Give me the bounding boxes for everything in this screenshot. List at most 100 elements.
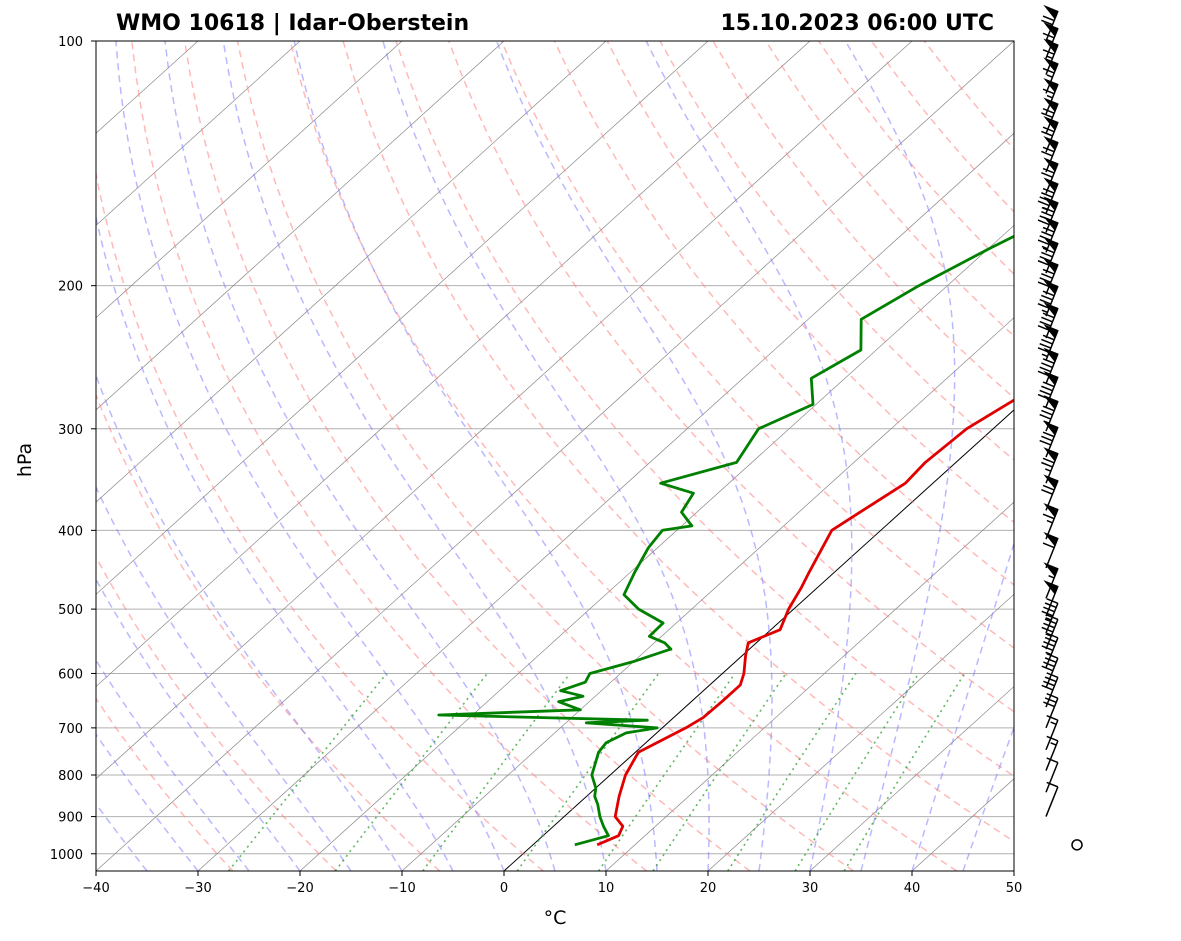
x-tick-label: 30 (802, 881, 819, 896)
mixing-ratio-line (227, 672, 388, 871)
barb-full (1046, 693, 1059, 699)
moist-adiabat (293, 41, 658, 871)
barb-shaft (1045, 740, 1059, 771)
barb-full (1042, 290, 1055, 297)
barb-full (1037, 239, 1050, 246)
dry-adiabat (712, 41, 1014, 399)
wind-barb (1045, 757, 1059, 793)
wind-barb (1042, 57, 1059, 94)
y-tick-label: 900 (58, 811, 83, 826)
wind-barb (1037, 280, 1059, 317)
barb-full (1041, 19, 1053, 26)
barb-pennant (1043, 347, 1059, 363)
dry-adiabat (131, 41, 647, 871)
barb-full (1046, 715, 1059, 721)
barb-half (1044, 468, 1052, 472)
barb-full (1046, 757, 1059, 764)
barb-half (1045, 633, 1052, 637)
barb-full (1037, 200, 1050, 207)
isotherm (197, 132, 1014, 871)
wind-barb (1041, 598, 1059, 634)
barb-shaft (1045, 719, 1059, 751)
isotherm (707, 593, 1014, 871)
barb-full (1039, 413, 1052, 420)
y-tick-label: 600 (58, 667, 83, 682)
barb-full (1039, 277, 1052, 284)
barb-full (1042, 167, 1055, 174)
wind-barb (1037, 237, 1059, 274)
mixing-ratio-line (652, 673, 787, 871)
barb-full (1042, 226, 1055, 233)
y-tick-label: 200 (58, 280, 83, 295)
barb-full (1042, 358, 1055, 364)
background-lines (96, 41, 1014, 871)
barb-full (1041, 172, 1053, 178)
dewpoint-profile (437, 234, 1014, 847)
y-tick-label: 500 (58, 603, 83, 618)
barb-full (1043, 622, 1055, 629)
barb-full (1041, 665, 1054, 672)
barb-full (1042, 334, 1055, 341)
barb-half (1050, 742, 1057, 746)
barb-full (1039, 320, 1052, 327)
moist-adiabat (962, 725, 1014, 871)
barb-half (1046, 39, 1053, 43)
mixing-ratio-line (794, 673, 920, 871)
wind-barb (1037, 324, 1059, 361)
barb-half (1050, 721, 1057, 726)
barb-full (1044, 602, 1057, 609)
isotherm (96, 41, 709, 595)
isotherm (96, 41, 505, 411)
isotherm (96, 41, 301, 226)
barb-full (1042, 431, 1055, 438)
moist-adiabat (222, 41, 607, 871)
barb-full (1046, 632, 1059, 639)
moist-adiabat (96, 577, 301, 871)
x-tick-label: 20 (700, 881, 717, 896)
isotherm (605, 501, 1014, 871)
mixing-ratio-line (727, 673, 857, 871)
dry-adiabat (448, 41, 1014, 713)
moist-adiabat (164, 41, 556, 871)
barb-pennant (1043, 562, 1059, 578)
moist-adiabat (115, 41, 505, 871)
moist-adiabat (96, 658, 250, 871)
x-axis-label: °C (544, 907, 567, 929)
barb-full (1046, 653, 1059, 659)
barb-pennant (1043, 22, 1059, 37)
dry-adiabat (553, 41, 1014, 586)
barb-full (1041, 316, 1053, 323)
barb-full (1042, 312, 1055, 319)
wind-barb (1042, 22, 1059, 59)
axis-ticks: −40 −30 −20 −10 0 10 20 30 40 50 1000 900 800 700 600 5… (50, 35, 1022, 896)
dry-adiabat (96, 170, 544, 871)
barb-half (1046, 519, 1053, 524)
barb-pennant (1043, 216, 1059, 232)
barb-pennant (1043, 57, 1059, 73)
mixing-ratio-line (597, 673, 736, 871)
barb-full (1046, 781, 1059, 788)
x-tick-label: 50 (1006, 881, 1023, 896)
barb-pennant (1043, 177, 1059, 193)
isotherm (299, 224, 1014, 871)
barb-pennant (1043, 370, 1059, 386)
x-tick-label: 10 (598, 881, 615, 896)
barb-full (1041, 294, 1053, 301)
wind-barb (1037, 258, 1059, 295)
x-tick-label: 0 (500, 881, 508, 896)
dry-adiabat (342, 41, 1014, 843)
barb-full (1041, 610, 1054, 617)
barb-half (1041, 353, 1048, 358)
barb-full (1042, 49, 1055, 55)
barb-half (1046, 74, 1053, 78)
barb-full (1041, 251, 1053, 258)
barb-full (1041, 385, 1053, 392)
calm-circle (1071, 839, 1083, 851)
barb-full (1041, 230, 1053, 237)
barb-half (1041, 245, 1048, 250)
wind-barb (1041, 116, 1059, 153)
barb-pennant (1043, 324, 1059, 339)
wind-barb (1041, 672, 1059, 708)
wind-barb (1043, 693, 1059, 729)
